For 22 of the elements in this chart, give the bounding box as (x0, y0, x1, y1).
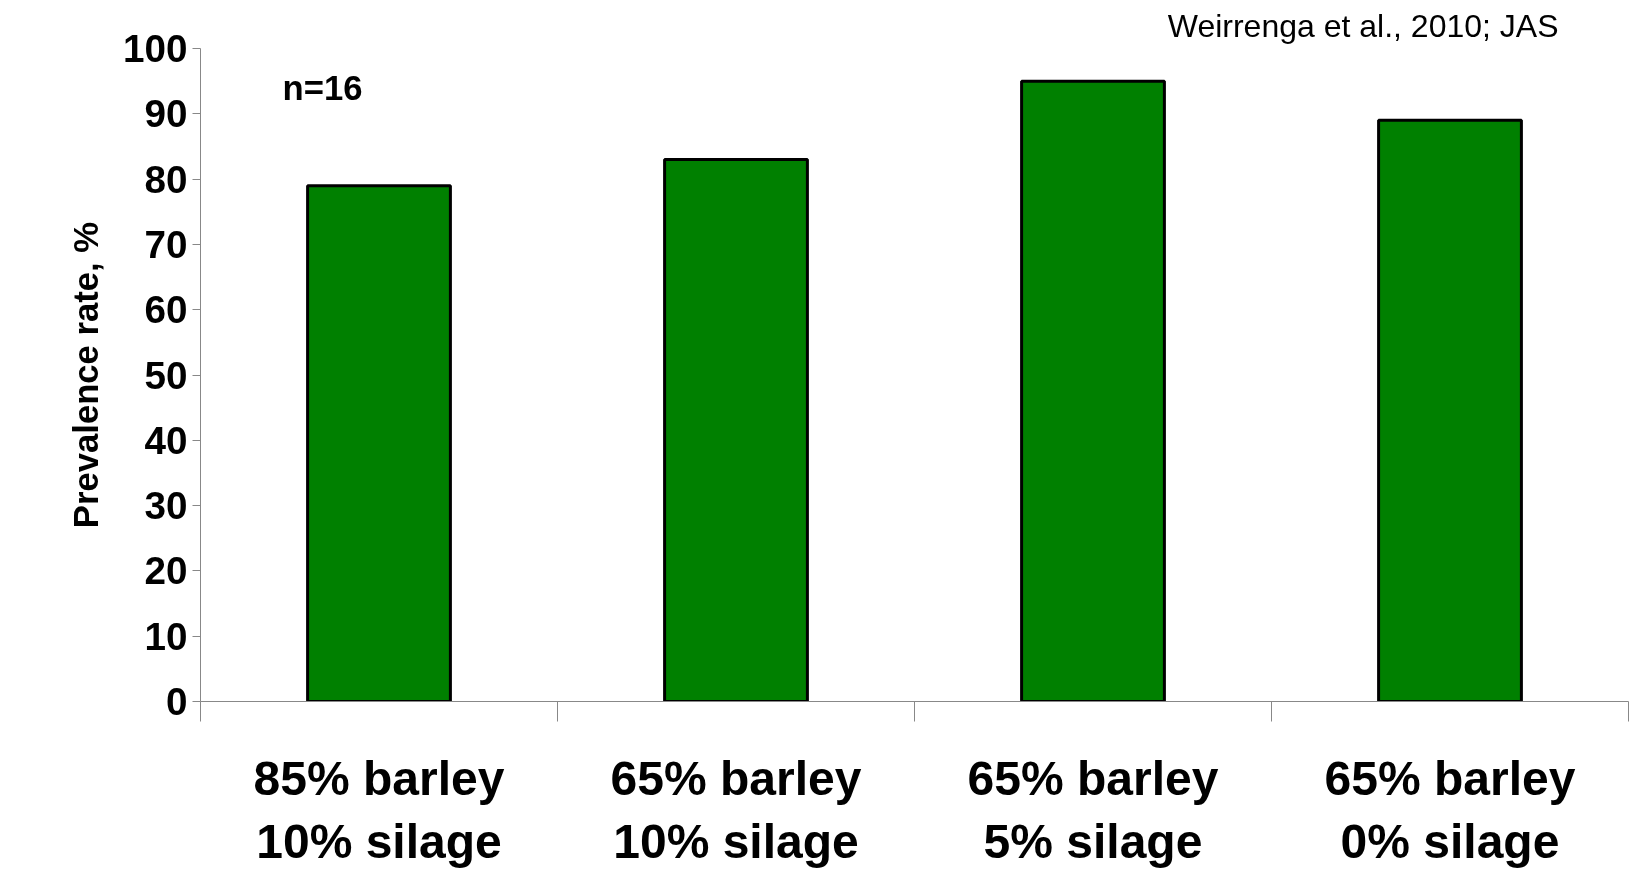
bar (1020, 79, 1166, 702)
y-tick-label: 40 (144, 418, 188, 462)
x-tick-label: 85% barley 10% silage (253, 751, 505, 869)
annotation: n=16 (282, 68, 363, 107)
x-tick-label: 65% barley 0% silage (1324, 751, 1576, 869)
y-tick-label: 60 (144, 288, 188, 332)
y-axis-title: Prevalence rate, % (67, 221, 105, 529)
text: Weirrenga et al., 2010; JAS (1167, 7, 1559, 44)
x-tick-label: 65% barley 10% silage (610, 751, 862, 869)
y-tick-label: 90 (144, 92, 188, 136)
y-tick-label: 10 (144, 614, 188, 658)
y-tick-label: 0 (166, 680, 188, 723)
bar (306, 184, 452, 702)
y-tick-label: 50 (144, 353, 188, 397)
y-tick-label: 80 (144, 157, 188, 201)
y-tick-label: 70 (144, 222, 188, 266)
bar (663, 158, 809, 702)
y-tick-label: 100 (123, 27, 188, 70)
y-tick-label: 30 (144, 484, 188, 528)
bar (1377, 118, 1523, 702)
x-tick-label: 65% barley 5% silage (967, 751, 1219, 869)
y-tick-label: 20 (144, 549, 188, 593)
